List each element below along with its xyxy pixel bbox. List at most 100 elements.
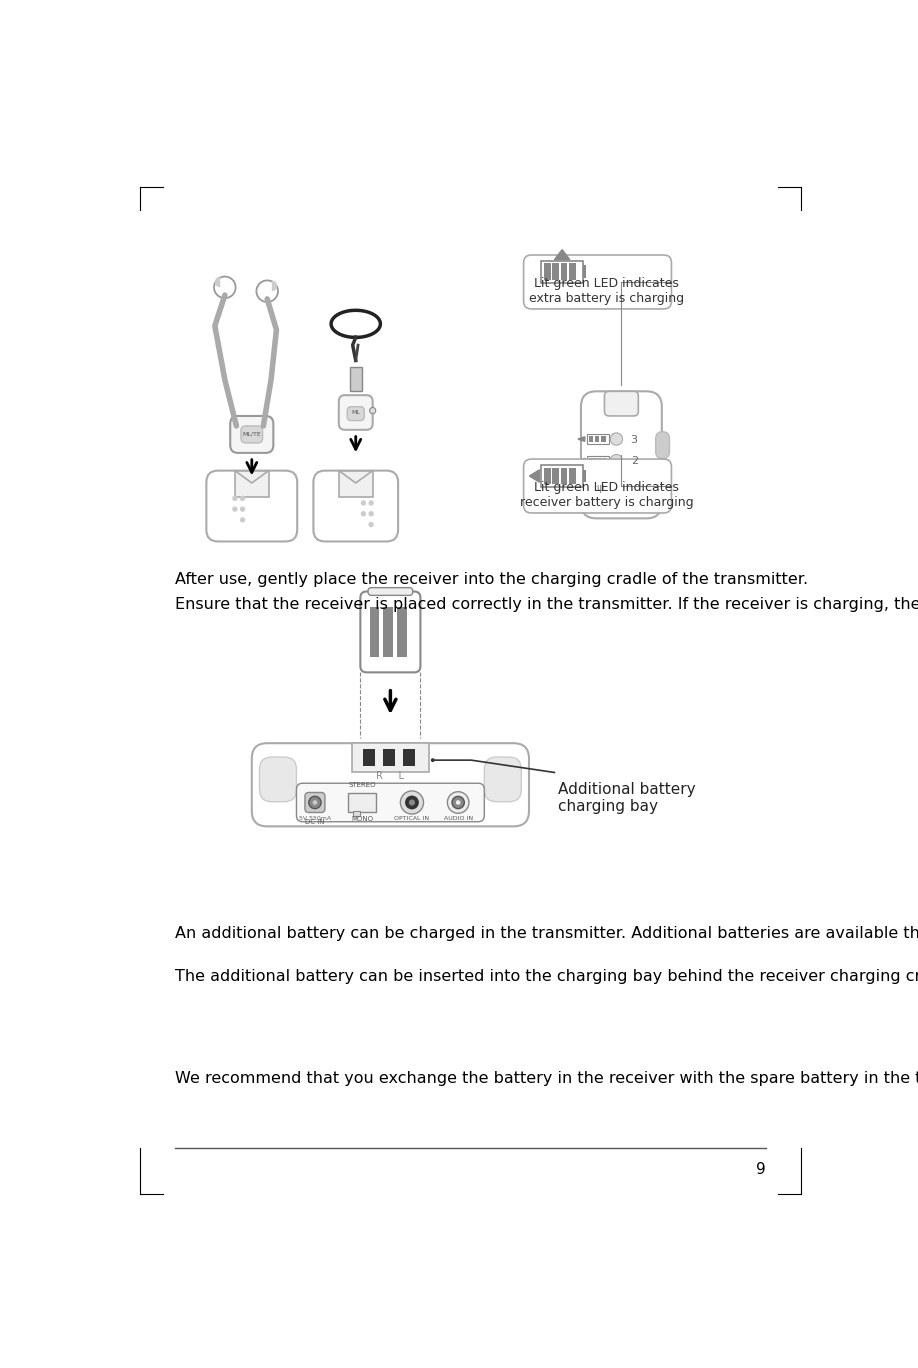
Circle shape bbox=[214, 276, 236, 298]
Bar bbox=[370, 607, 379, 657]
Circle shape bbox=[240, 506, 245, 512]
Text: AUDIO IN: AUDIO IN bbox=[443, 817, 473, 821]
Wedge shape bbox=[215, 276, 220, 287]
Bar bbox=[588, 435, 609, 443]
Bar bbox=[598, 457, 602, 464]
Bar bbox=[235, 471, 269, 497]
Bar bbox=[569, 264, 576, 280]
FancyBboxPatch shape bbox=[241, 425, 263, 443]
Circle shape bbox=[370, 408, 375, 413]
Bar bbox=[588, 457, 592, 464]
Bar bbox=[383, 750, 395, 766]
Circle shape bbox=[308, 796, 321, 808]
Circle shape bbox=[240, 495, 245, 501]
Bar bbox=[350, 367, 362, 391]
Circle shape bbox=[313, 800, 318, 804]
FancyBboxPatch shape bbox=[260, 757, 297, 802]
Polygon shape bbox=[578, 436, 585, 442]
FancyBboxPatch shape bbox=[361, 591, 420, 672]
Wedge shape bbox=[272, 280, 277, 291]
FancyBboxPatch shape bbox=[604, 391, 638, 416]
Text: MONO: MONO bbox=[351, 817, 373, 822]
Bar bbox=[352, 743, 429, 773]
Bar bbox=[544, 264, 551, 280]
FancyBboxPatch shape bbox=[297, 784, 485, 822]
Text: We recommend that you exchange the battery in the receiver with the spare batter: We recommend that you exchange the batte… bbox=[174, 1071, 918, 1086]
Bar bbox=[583, 469, 587, 483]
Circle shape bbox=[409, 799, 415, 806]
Circle shape bbox=[431, 758, 434, 762]
Bar bbox=[561, 468, 567, 484]
Bar bbox=[384, 607, 393, 657]
Text: Additional battery
charging bay: Additional battery charging bay bbox=[558, 781, 696, 814]
FancyBboxPatch shape bbox=[655, 432, 669, 458]
Text: Lit green LED indicates
extra battery is charging: Lit green LED indicates extra battery is… bbox=[529, 278, 684, 305]
Circle shape bbox=[405, 796, 419, 810]
Circle shape bbox=[256, 280, 278, 302]
FancyBboxPatch shape bbox=[523, 460, 671, 513]
Circle shape bbox=[240, 517, 245, 523]
Bar bbox=[403, 750, 415, 766]
FancyBboxPatch shape bbox=[368, 588, 413, 595]
Text: DC IN: DC IN bbox=[305, 819, 325, 825]
Bar bbox=[602, 457, 607, 464]
Bar bbox=[588, 456, 609, 465]
FancyBboxPatch shape bbox=[207, 471, 297, 542]
Bar bbox=[553, 468, 559, 484]
Text: 2: 2 bbox=[631, 457, 638, 466]
Bar bbox=[583, 265, 587, 279]
Text: OPTICAL IN: OPTICAL IN bbox=[395, 817, 430, 821]
Circle shape bbox=[232, 506, 238, 512]
Bar bbox=[595, 436, 599, 442]
Text: The additional battery can be inserted into the charging bay behind the receiver: The additional battery can be inserted i… bbox=[174, 969, 918, 984]
Bar bbox=[553, 264, 559, 280]
FancyBboxPatch shape bbox=[339, 395, 373, 430]
Text: After use, gently place the receiver into the charging cradle of the transmitter: After use, gently place the receiver int… bbox=[174, 572, 808, 587]
FancyBboxPatch shape bbox=[252, 743, 529, 826]
Text: ML: ML bbox=[352, 410, 360, 416]
Circle shape bbox=[447, 792, 469, 813]
Circle shape bbox=[368, 512, 374, 517]
Circle shape bbox=[368, 521, 374, 527]
Circle shape bbox=[232, 495, 238, 501]
Circle shape bbox=[400, 791, 423, 814]
Bar bbox=[353, 811, 361, 817]
FancyBboxPatch shape bbox=[485, 757, 521, 802]
Text: 9: 9 bbox=[756, 1161, 767, 1176]
Bar bbox=[569, 468, 576, 484]
FancyBboxPatch shape bbox=[347, 406, 364, 420]
Text: R     L: R L bbox=[376, 772, 405, 781]
FancyBboxPatch shape bbox=[581, 391, 662, 518]
Bar bbox=[588, 436, 593, 442]
Circle shape bbox=[368, 501, 374, 506]
Bar bbox=[609, 436, 611, 442]
Bar bbox=[541, 261, 583, 283]
Text: Ensure that the receiver is placed correctly in the transmitter. If the receiver: Ensure that the receiver is placed corre… bbox=[174, 596, 918, 611]
Text: An additional battery can be charged in the transmitter. Additional batteries ar: An additional battery can be charged in … bbox=[174, 926, 918, 941]
Circle shape bbox=[592, 480, 608, 497]
Text: 5V 550mA: 5V 550mA bbox=[299, 815, 331, 821]
Bar bbox=[593, 457, 597, 464]
Bar bbox=[363, 750, 375, 766]
Polygon shape bbox=[578, 458, 585, 462]
Bar bbox=[544, 468, 551, 484]
Polygon shape bbox=[554, 249, 570, 260]
Circle shape bbox=[456, 800, 461, 804]
Text: STEREO: STEREO bbox=[348, 782, 375, 788]
Circle shape bbox=[361, 512, 366, 517]
Bar bbox=[541, 465, 583, 487]
Circle shape bbox=[452, 796, 465, 808]
Circle shape bbox=[610, 454, 622, 466]
Text: 3: 3 bbox=[631, 435, 638, 445]
Text: Lit green LED indicates
receiver battery is charging: Lit green LED indicates receiver battery… bbox=[520, 482, 694, 509]
Bar bbox=[561, 264, 567, 280]
Bar bbox=[339, 471, 373, 497]
Bar bbox=[609, 458, 611, 462]
Circle shape bbox=[361, 501, 366, 506]
FancyBboxPatch shape bbox=[523, 254, 671, 309]
Bar bbox=[397, 607, 407, 657]
Text: ψ: ψ bbox=[597, 483, 604, 494]
FancyBboxPatch shape bbox=[305, 792, 325, 813]
Text: ML/TE: ML/TE bbox=[242, 431, 261, 436]
FancyBboxPatch shape bbox=[230, 416, 274, 453]
